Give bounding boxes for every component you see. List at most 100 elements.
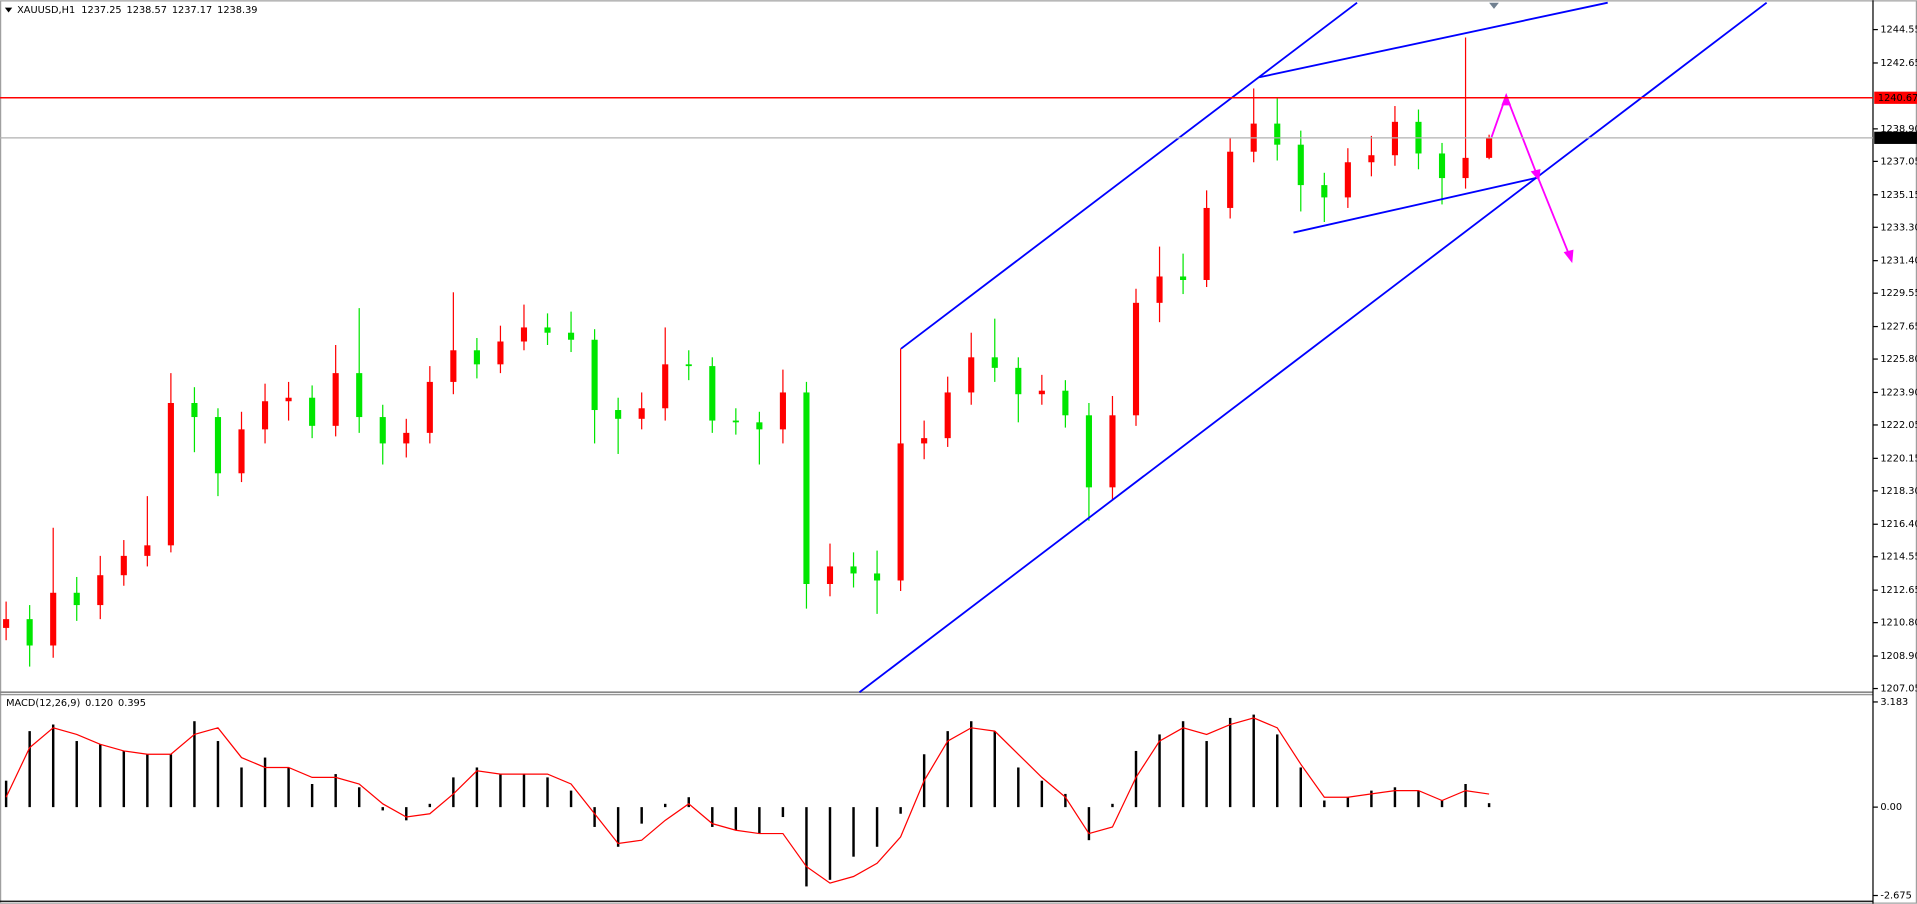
- macd-bar: [334, 774, 337, 808]
- y-tick-label: 1227.65: [1880, 322, 1917, 333]
- y-tick-label: 1216.40: [1880, 519, 1917, 530]
- y-tick-label: 1233.30: [1880, 222, 1917, 233]
- macd-bar: [193, 721, 196, 808]
- candle-body: [850, 566, 857, 574]
- y-tick-label: 1231.40: [1880, 256, 1917, 267]
- candle-body: [356, 373, 363, 418]
- macd-bar: [428, 803, 432, 808]
- macd-bar: [75, 741, 78, 808]
- y-tick-label: 1208.90: [1880, 651, 1917, 662]
- candle-body: [191, 402, 198, 418]
- trend-line: [900, 1, 1358, 350]
- macd-header: MACD(12,26,9) 0.120 0.395: [6, 698, 146, 709]
- macd-bar: [51, 724, 55, 808]
- candle-body: [1438, 153, 1446, 179]
- candle-body: [144, 545, 151, 556]
- macd-bar: [875, 807, 879, 847]
- macd-bar: [1346, 797, 1350, 808]
- macd-readout: 0.120: [85, 698, 113, 709]
- y-tick-label: 1238.90: [1880, 124, 1917, 135]
- candle-body: [991, 357, 998, 368]
- macd-bar: [1111, 803, 1114, 808]
- macd-bar: [4, 780, 8, 808]
- menu-triangle: [4, 7, 13, 13]
- y-tick-label: 1244.55: [1880, 25, 1917, 36]
- macd-bar: [1323, 800, 1326, 808]
- y-tick-label: 1214.55: [1880, 552, 1917, 563]
- y-tick-label: 1218.30: [1880, 486, 1917, 497]
- annotations: [858, 1, 1768, 693]
- candle-body: [685, 364, 692, 367]
- macd-bar: [1393, 787, 1397, 808]
- macd-bar: [357, 787, 361, 808]
- macd-bar: [946, 731, 949, 808]
- candle-body: [1203, 207, 1210, 280]
- candle-body: [1085, 415, 1092, 488]
- y-tick-label: -2.675: [1880, 891, 1911, 902]
- macd-bar: [263, 757, 267, 808]
- candle-body: [73, 592, 80, 606]
- forecast-arrow: [1490, 92, 1572, 260]
- macd-bar: [1464, 783, 1467, 808]
- candle-body: [1486, 137, 1493, 158]
- candle-body: [897, 443, 904, 581]
- macd-bar: [287, 767, 290, 808]
- current-price-label: 1238.39: [1878, 133, 1917, 144]
- macd-bar: [240, 767, 243, 808]
- candle-body: [544, 327, 551, 333]
- candle-body: [379, 417, 386, 444]
- y-tick-label: 0.00: [1880, 802, 1902, 813]
- candle-body: [309, 397, 316, 426]
- candle-body: [261, 401, 269, 430]
- macd-bar: [1299, 767, 1303, 808]
- arrow-head: [1563, 249, 1574, 264]
- candle-body: [426, 381, 433, 433]
- candle-body: [285, 397, 292, 402]
- candle-body: [1321, 185, 1328, 198]
- macd-bar: [1417, 790, 1420, 808]
- macd-bar: [522, 774, 526, 808]
- macd-bar: [1440, 800, 1444, 808]
- macd-bar: [1158, 734, 1161, 808]
- candle-body: [732, 420, 739, 423]
- trend-line: [1259, 1, 1608, 79]
- macd-bar: [1205, 741, 1208, 808]
- macd-bar: [569, 790, 573, 808]
- candle-body: [803, 392, 810, 584]
- macd-bar: [99, 744, 102, 808]
- candle-body: [1391, 121, 1398, 156]
- candle-body: [921, 438, 928, 444]
- candle-body: [1038, 390, 1045, 395]
- ohlc-open: 1237.25: [81, 5, 121, 16]
- macd-bar: [1370, 790, 1373, 808]
- y-tick-label: 1229.55: [1880, 288, 1917, 299]
- candle-body: [1297, 144, 1304, 186]
- macd-bar: [1017, 767, 1020, 808]
- candle-body: [97, 575, 104, 606]
- macd-bar: [310, 783, 314, 808]
- macd-bar: [405, 807, 408, 821]
- macd-bar: [828, 807, 832, 880]
- candle-body: [3, 619, 10, 628]
- symbol-title: XAUUSD,H1: [17, 5, 75, 16]
- candle-body: [662, 364, 669, 409]
- ohlc-low: 1237.17: [172, 5, 212, 16]
- macd-bar: [805, 807, 808, 887]
- macd-bar: [122, 750, 126, 808]
- candle-body: [120, 555, 127, 576]
- y-tick-label: 1235.15: [1880, 190, 1917, 201]
- trend-line: [858, 1, 1768, 693]
- macd-bar: [546, 777, 549, 808]
- candle-body: [50, 592, 57, 646]
- candle-body: [709, 366, 716, 421]
- macd-bar: [970, 721, 973, 808]
- macd-bar: [781, 807, 785, 818]
- macd-bar: [1134, 750, 1138, 808]
- macd-bar: [852, 807, 855, 857]
- level-label-bg: [1874, 91, 1917, 104]
- candle-body: [779, 392, 786, 430]
- y-tick-label: 1242.65: [1880, 58, 1917, 69]
